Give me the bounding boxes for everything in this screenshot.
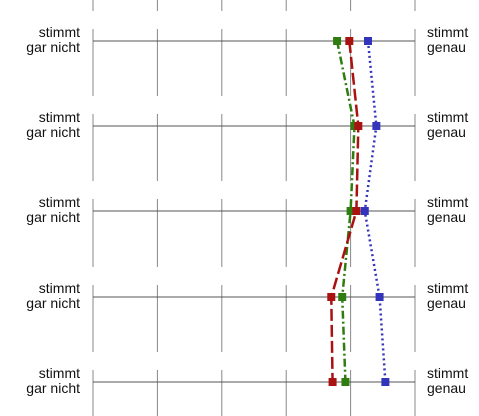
right-label-top: stimmt: [427, 280, 468, 296]
left-label-top: stimmt: [39, 194, 80, 210]
data-point: [338, 293, 347, 301]
right-label-top: stimmt: [427, 24, 468, 40]
right-label-top: stimmt: [427, 109, 468, 125]
left-label-bottom: gar nicht: [26, 295, 80, 311]
data-point: [375, 293, 384, 301]
right-label-top: stimmt: [427, 365, 468, 381]
data-point: [345, 37, 354, 45]
right-label-bottom: genau: [427, 209, 466, 225]
data-point: [381, 378, 390, 386]
data-point: [341, 378, 350, 386]
data-point: [354, 122, 363, 130]
right-label-bottom: genau: [427, 295, 466, 311]
right-label-top: stimmt: [427, 194, 468, 210]
right-label-bottom: genau: [427, 124, 466, 140]
data-point: [327, 293, 336, 301]
left-label-bottom: gar nicht: [26, 209, 80, 225]
data-point: [372, 122, 381, 130]
left-label-bottom: gar nicht: [26, 380, 80, 396]
right-label-bottom: genau: [427, 380, 466, 396]
left-label-top: stimmt: [39, 24, 80, 40]
right-label-bottom: genau: [427, 39, 466, 55]
left-label-bottom: gar nicht: [26, 124, 80, 140]
series-markers: [327, 37, 390, 386]
left-label-top: stimmt: [39, 365, 80, 381]
left-label-top: stimmt: [39, 280, 80, 296]
data-point: [346, 207, 355, 215]
data-point: [360, 207, 369, 215]
data-point: [328, 378, 337, 386]
left-label-top: stimmt: [39, 109, 80, 125]
data-point: [363, 37, 372, 45]
data-point: [352, 207, 361, 215]
left-label-bottom: gar nicht: [26, 39, 80, 55]
data-point: [333, 37, 342, 45]
